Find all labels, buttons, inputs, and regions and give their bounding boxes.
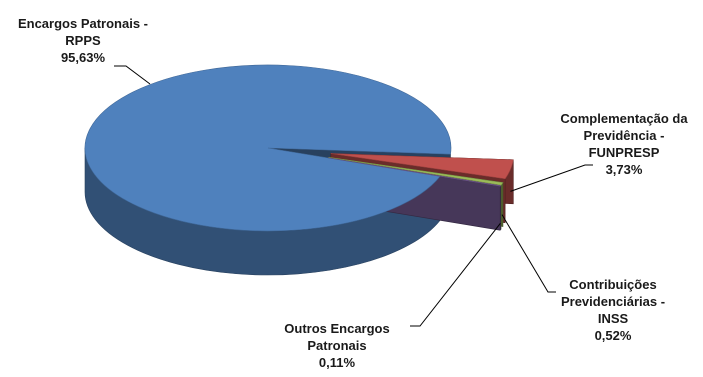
label-inss-line-3: INSS bbox=[597, 311, 629, 326]
leader-rpps bbox=[114, 65, 151, 85]
label-inss-value: 0,52% bbox=[594, 328, 632, 343]
label-rpps-line-1: Encargos Patronais - bbox=[17, 16, 149, 31]
label-rpps: Encargos Patronais - RPPS 95,63% bbox=[8, 15, 158, 66]
label-outros-line-2: Patronais bbox=[307, 338, 367, 353]
label-rpps-value: 95,63% bbox=[60, 50, 106, 65]
label-outros-line-1: Outros Encargos bbox=[284, 321, 390, 336]
label-inss: Contribuições Previdenciárias - INSS 0,5… bbox=[548, 276, 678, 344]
label-outros: Outros Encargos Patronais 0,11% bbox=[272, 320, 402, 371]
slice-inss bbox=[328, 156, 504, 186]
label-outros-value: 0,11% bbox=[318, 355, 356, 370]
label-funpresp: Complementação da Previdência - FUNPRESP… bbox=[548, 110, 700, 178]
slice-rpps bbox=[84, 64, 452, 232]
leader-funpresp bbox=[510, 164, 593, 192]
label-rpps-line-2: RPPS bbox=[65, 33, 101, 48]
label-funpresp-line-3: FUNPRESP bbox=[588, 145, 660, 160]
slice-funpresp bbox=[330, 153, 514, 180]
label-inss-line-1: Contribuições bbox=[569, 277, 657, 292]
slice-outros bbox=[328, 157, 502, 187]
label-inss-line-2: Previdenciárias - bbox=[560, 294, 666, 309]
label-funpresp-value: 3,73% bbox=[605, 162, 643, 177]
label-funpresp-line-2: Previdência - bbox=[583, 128, 665, 143]
leader-outros bbox=[410, 223, 501, 327]
label-funpresp-line-1: Complementação da bbox=[560, 111, 688, 126]
leader-inss bbox=[501, 214, 556, 293]
